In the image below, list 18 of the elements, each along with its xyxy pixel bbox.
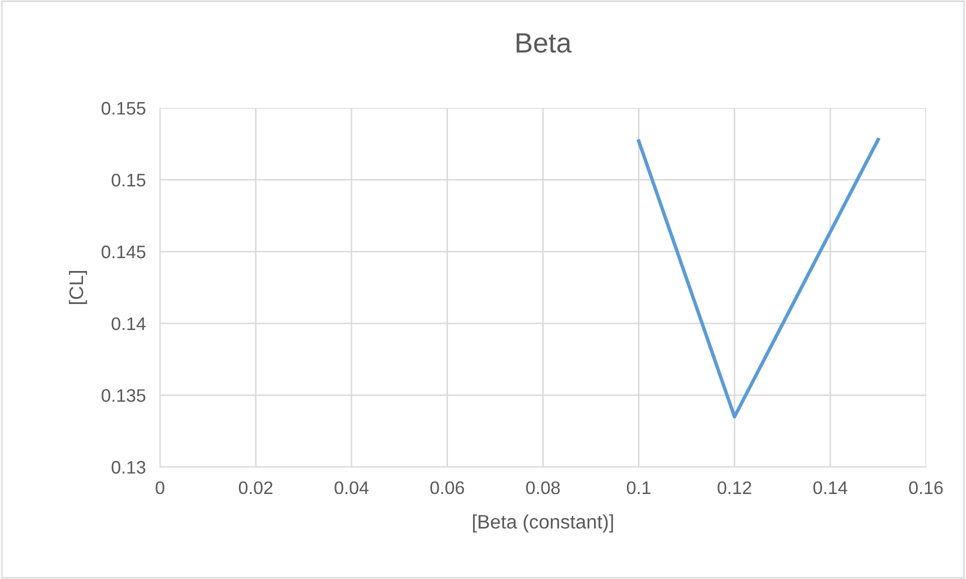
y-tick-label: 0.135 <box>102 389 146 402</box>
x-tick-label: 0.08 <box>526 481 560 494</box>
x-tick-label: 0.16 <box>909 481 943 494</box>
y-tick-label: 0.15 <box>112 174 146 187</box>
y-tick-label: 0.155 <box>102 102 146 115</box>
chart-title: Beta <box>516 33 572 53</box>
x-tick-label: 0.06 <box>430 481 464 494</box>
x-axis-title: [Beta (constant)] <box>473 514 613 533</box>
y-tick-label: 0.145 <box>102 246 146 258</box>
y-tick-label: 0.13 <box>112 460 146 474</box>
y-axis-title: [CL] <box>68 271 88 304</box>
x-tick-label: 0.02 <box>238 481 272 494</box>
x-tick-label: 0.12 <box>718 481 752 494</box>
x-tick-label: 0.14 <box>813 481 848 494</box>
x-tick-label: 0 <box>156 481 164 494</box>
x-tick-label: 0.1 <box>626 481 650 494</box>
y-tick-label: 0.14 <box>112 317 146 330</box>
x-tick-label: 0.04 <box>334 481 369 494</box>
